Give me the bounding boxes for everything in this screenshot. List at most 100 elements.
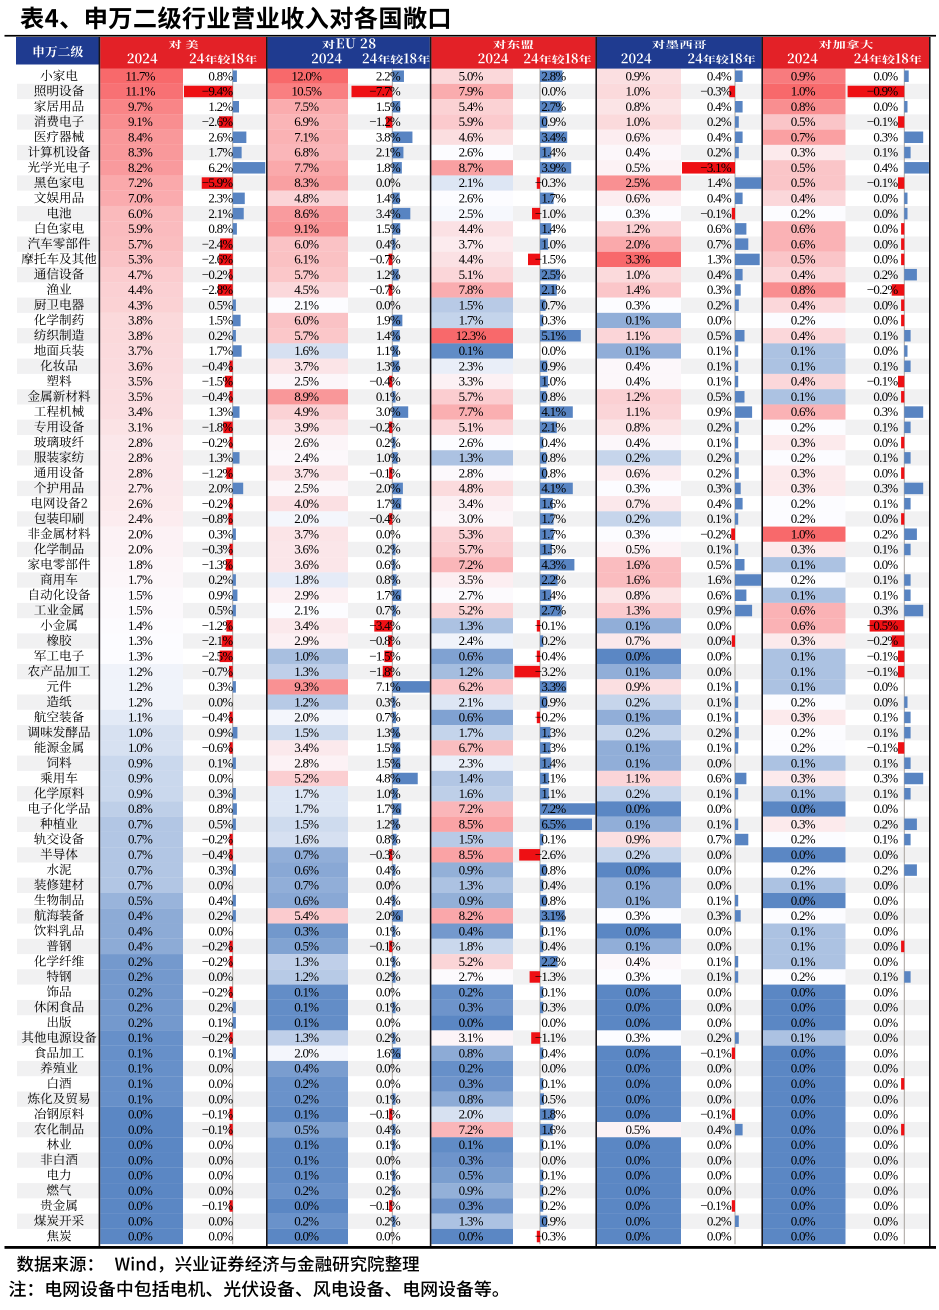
svg-text:0.0%: 0.0% xyxy=(541,1061,566,1076)
svg-text:0.1%: 0.1% xyxy=(707,954,732,969)
svg-text:2.4%: 2.4% xyxy=(128,511,153,526)
svg-text:0.2%: 0.2% xyxy=(707,297,732,312)
svg-text:0.3%: 0.3% xyxy=(791,542,816,557)
svg-text:−2.1%: −2.1% xyxy=(202,633,234,648)
svg-text:1.1%: 1.1% xyxy=(625,771,650,786)
svg-text:0.0%: 0.0% xyxy=(625,1076,650,1091)
svg-text:0.5%: 0.5% xyxy=(791,160,816,175)
svg-text:0.0%: 0.0% xyxy=(873,1152,898,1167)
svg-text:4.8%: 4.8% xyxy=(294,191,319,206)
svg-text:0.7%: 0.7% xyxy=(791,129,816,144)
svg-text:0.9%: 0.9% xyxy=(459,1183,484,1198)
svg-text:0.1%: 0.1% xyxy=(128,1076,153,1091)
svg-text:0.2%: 0.2% xyxy=(294,1076,319,1091)
svg-text:0.1%: 0.1% xyxy=(294,984,319,999)
svg-text:12.3%: 12.3% xyxy=(456,328,487,343)
svg-text:1.6%: 1.6% xyxy=(541,1122,566,1137)
svg-text:−0.2%: −0.2% xyxy=(867,633,899,648)
svg-text:0.3%: 0.3% xyxy=(873,481,898,496)
svg-text:0.3%: 0.3% xyxy=(791,633,816,648)
svg-text:−0.4%: −0.4% xyxy=(202,389,234,404)
svg-text:0.1%: 0.1% xyxy=(791,557,816,572)
svg-text:0.0%: 0.0% xyxy=(128,1213,153,1228)
svg-text:0.2%: 0.2% xyxy=(791,694,816,709)
svg-text:1.4%: 1.4% xyxy=(625,282,650,297)
svg-text:0.0%: 0.0% xyxy=(873,679,898,694)
svg-text:5.9%: 5.9% xyxy=(459,114,484,129)
svg-text:0.8%: 0.8% xyxy=(128,801,153,816)
svg-text:4.4%: 4.4% xyxy=(459,252,484,267)
svg-text:0.0%: 0.0% xyxy=(873,389,898,404)
svg-text:6.9%: 6.9% xyxy=(294,114,319,129)
svg-text:0.2%: 0.2% xyxy=(791,969,816,984)
svg-text:0.0%: 0.0% xyxy=(873,1091,898,1106)
svg-text:1.6%: 1.6% xyxy=(294,343,319,358)
svg-text:7.7%: 7.7% xyxy=(294,160,319,175)
svg-text:0.0%: 0.0% xyxy=(625,1152,650,1167)
svg-text:−3.1%: −3.1% xyxy=(700,160,732,175)
svg-text:0.1%: 0.1% xyxy=(625,313,650,328)
svg-text:1.3%: 1.3% xyxy=(294,1030,319,1045)
svg-text:0.0%: 0.0% xyxy=(873,908,898,923)
svg-text:0.3%: 0.3% xyxy=(791,817,816,832)
svg-text:1.0%: 1.0% xyxy=(791,526,816,541)
svg-text:0.0%: 0.0% xyxy=(376,526,401,541)
svg-text:−1.0%: −1.0% xyxy=(535,206,567,221)
svg-text:0.8%: 0.8% xyxy=(791,99,816,114)
svg-text:1.6%: 1.6% xyxy=(625,557,650,572)
svg-text:0.1%: 0.1% xyxy=(791,679,816,694)
svg-text:0.0%: 0.0% xyxy=(625,1046,650,1061)
svg-text:0.2%: 0.2% xyxy=(707,145,732,160)
svg-text:0.4%: 0.4% xyxy=(541,939,566,954)
svg-text:0.9%: 0.9% xyxy=(625,832,650,847)
svg-text:0.1%: 0.1% xyxy=(625,710,650,725)
svg-text:0.2%: 0.2% xyxy=(791,740,816,755)
svg-text:0.4%: 0.4% xyxy=(791,191,816,206)
svg-text:0.6%: 0.6% xyxy=(791,603,816,618)
svg-text:−3.2%: −3.2% xyxy=(535,664,567,679)
svg-text:0.0%: 0.0% xyxy=(625,1137,650,1152)
svg-text:9.1%: 9.1% xyxy=(294,221,319,236)
svg-text:−0.3%: −0.3% xyxy=(535,175,567,190)
svg-text:1.1%: 1.1% xyxy=(376,343,401,358)
svg-text:0.6%: 0.6% xyxy=(376,557,401,572)
svg-text:6.8%: 6.8% xyxy=(294,145,319,160)
svg-text:0.4%: 0.4% xyxy=(707,496,732,511)
svg-text:0.0%: 0.0% xyxy=(625,1198,650,1213)
svg-text:0.3%: 0.3% xyxy=(791,465,816,480)
svg-text:1.3%: 1.3% xyxy=(459,450,484,465)
svg-text:0.5%: 0.5% xyxy=(208,603,233,618)
svg-text:0.0%: 0.0% xyxy=(208,923,233,938)
svg-text:0.2%: 0.2% xyxy=(541,1183,566,1198)
svg-text:−0.9%: −0.9% xyxy=(867,84,899,99)
svg-text:0.4%: 0.4% xyxy=(541,878,566,893)
svg-text:8.6%: 8.6% xyxy=(294,206,319,221)
svg-text:8.3%: 8.3% xyxy=(128,145,153,160)
svg-text:6.1%: 6.1% xyxy=(294,252,319,267)
svg-text:−0.3%: −0.3% xyxy=(369,847,401,862)
svg-text:0.0%: 0.0% xyxy=(707,1091,732,1106)
svg-text:1.7%: 1.7% xyxy=(541,526,566,541)
svg-text:5.1%: 5.1% xyxy=(459,420,484,435)
svg-text:0.8%: 0.8% xyxy=(625,420,650,435)
svg-text:3.6%: 3.6% xyxy=(294,557,319,572)
svg-text:8.3%: 8.3% xyxy=(294,175,319,190)
svg-text:1.3%: 1.3% xyxy=(128,633,153,648)
svg-text:0.0%: 0.0% xyxy=(208,969,233,984)
svg-text:0.1%: 0.1% xyxy=(707,893,732,908)
svg-text:0.2%: 0.2% xyxy=(791,832,816,847)
svg-text:0.9%: 0.9% xyxy=(707,603,732,618)
svg-text:−0.6%: −0.6% xyxy=(202,740,234,755)
svg-text:3.4%: 3.4% xyxy=(541,129,566,144)
svg-text:5.4%: 5.4% xyxy=(459,99,484,114)
svg-text:0.0%: 0.0% xyxy=(541,84,566,99)
svg-text:0.2%: 0.2% xyxy=(625,511,650,526)
svg-text:0.6%: 0.6% xyxy=(707,221,732,236)
svg-text:0.4%: 0.4% xyxy=(707,68,732,83)
svg-text:−0.1%: −0.1% xyxy=(700,1198,732,1213)
svg-text:−1.3%: −1.3% xyxy=(535,969,567,984)
svg-text:0.2%: 0.2% xyxy=(541,633,566,648)
svg-text:0.2%: 0.2% xyxy=(459,1061,484,1076)
svg-text:0.0%: 0.0% xyxy=(128,1229,153,1244)
svg-text:2.4%: 2.4% xyxy=(294,450,319,465)
